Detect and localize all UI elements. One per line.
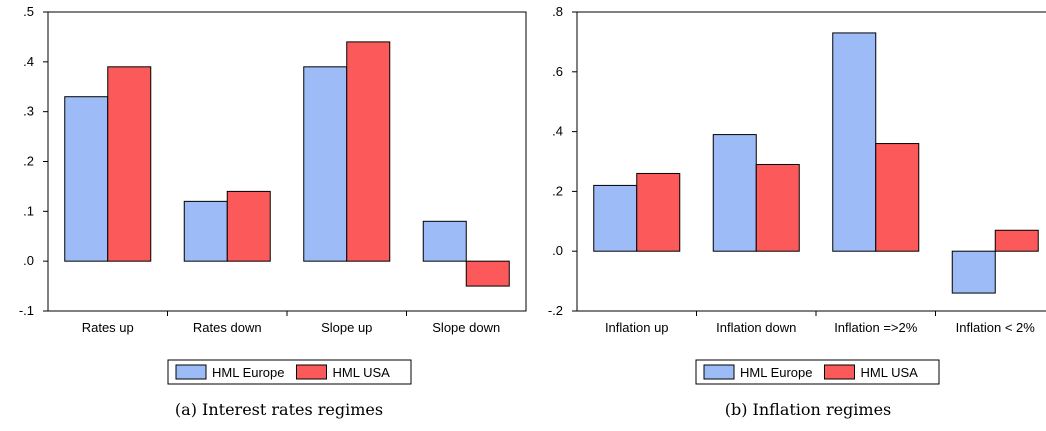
bar-hml-europe <box>832 32 877 252</box>
bar-hml-usa <box>875 143 920 252</box>
bar-hml-europe <box>64 96 109 262</box>
panel-interest-rates: -.1 .0 .1 .2 .3 .4 .5 Rates up Rates down Slope … <box>19 4 527 419</box>
legend-label: HML USA <box>333 365 391 380</box>
y-tick-label: .0 <box>23 253 34 268</box>
y-tick-label: .6 <box>552 64 563 79</box>
x-axis: Rates up Rates down Slope up Slope down <box>82 311 500 335</box>
x-tick-label: Slope up <box>321 320 372 335</box>
legend: HML Europe HML USA <box>695 359 940 385</box>
y-tick-label: -.1 <box>19 303 34 318</box>
x-tick-label: Rates down <box>193 320 262 335</box>
bars-group <box>64 41 510 287</box>
bar-hml-usa <box>226 190 271 262</box>
y-tick-label: .4 <box>23 54 34 69</box>
legend-swatch <box>296 364 327 380</box>
y-axis: -.1 .0 .1 .2 .3 .4 .5 <box>19 4 48 318</box>
chart-caption: (a) Interest rates regimes <box>175 400 383 419</box>
y-tick-label: .3 <box>23 104 34 119</box>
x-tick-label: Inflation =>2% <box>834 320 918 335</box>
bar-hml-usa <box>346 41 391 262</box>
bar-hml-usa <box>755 163 800 252</box>
legend-box <box>695 359 940 385</box>
bar-hml-europe <box>303 66 348 262</box>
y-axis: -.2 .0 .2 .4 .6 .8 <box>548 4 577 318</box>
panel-inflation: -.2 .0 .2 .4 .6 .8 Inflation up Inflation down… <box>548 4 1046 419</box>
y-tick-label: .2 <box>23 154 34 169</box>
bar-hml-usa <box>994 229 1039 252</box>
y-tick-label: .4 <box>552 124 563 139</box>
legend-swatch <box>703 364 735 380</box>
bar-hml-europe <box>712 134 757 252</box>
bar-hml-europe <box>422 220 467 262</box>
bars-group <box>593 32 1039 294</box>
legend-label: HML Europe <box>740 365 813 380</box>
y-tick-label: -.2 <box>548 303 563 318</box>
x-tick-label: Slope down <box>432 320 500 335</box>
bar-hml-usa <box>636 172 681 252</box>
legend-swatch <box>824 364 855 380</box>
bar-hml-europe <box>593 184 638 252</box>
chart-caption: (b) Inflation regimes <box>725 400 892 419</box>
legend-box <box>167 359 412 385</box>
x-tick-label: Inflation < 2% <box>956 320 1036 335</box>
x-tick-label: Rates up <box>82 320 134 335</box>
x-tick-label: Inflation down <box>716 320 796 335</box>
legend-label: HML Europe <box>212 365 285 380</box>
bar-hml-europe <box>183 200 228 262</box>
y-tick-label: .1 <box>23 203 34 218</box>
y-tick-label: .0 <box>552 243 563 258</box>
legend-label: HML USA <box>861 365 919 380</box>
bar-hml-usa <box>107 66 152 262</box>
bar-hml-europe <box>951 250 996 294</box>
y-tick-label: .2 <box>552 183 563 198</box>
y-tick-label: .5 <box>23 4 34 19</box>
y-tick-label: .8 <box>552 4 563 19</box>
x-tick-label: Inflation up <box>605 320 669 335</box>
x-axis: Inflation up Inflation down Inflation =>2%… <box>605 311 1035 335</box>
legend-swatch <box>175 364 207 380</box>
legend: HML Europe HML USA <box>167 359 412 385</box>
bar-hml-usa <box>465 260 510 287</box>
